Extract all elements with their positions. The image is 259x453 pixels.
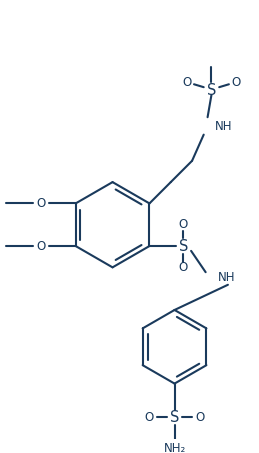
Text: O: O <box>183 76 192 89</box>
Text: O: O <box>36 240 45 252</box>
Text: NH: NH <box>215 120 233 133</box>
Text: S: S <box>170 410 179 425</box>
Text: O: O <box>195 411 204 424</box>
Text: O: O <box>179 261 188 274</box>
Text: NH: NH <box>218 270 236 284</box>
Text: S: S <box>207 82 216 97</box>
Text: S: S <box>179 239 188 254</box>
Text: NH₂: NH₂ <box>163 442 186 453</box>
Text: O: O <box>36 197 45 210</box>
Text: O: O <box>145 411 154 424</box>
Text: O: O <box>231 76 240 89</box>
Text: O: O <box>179 218 188 231</box>
